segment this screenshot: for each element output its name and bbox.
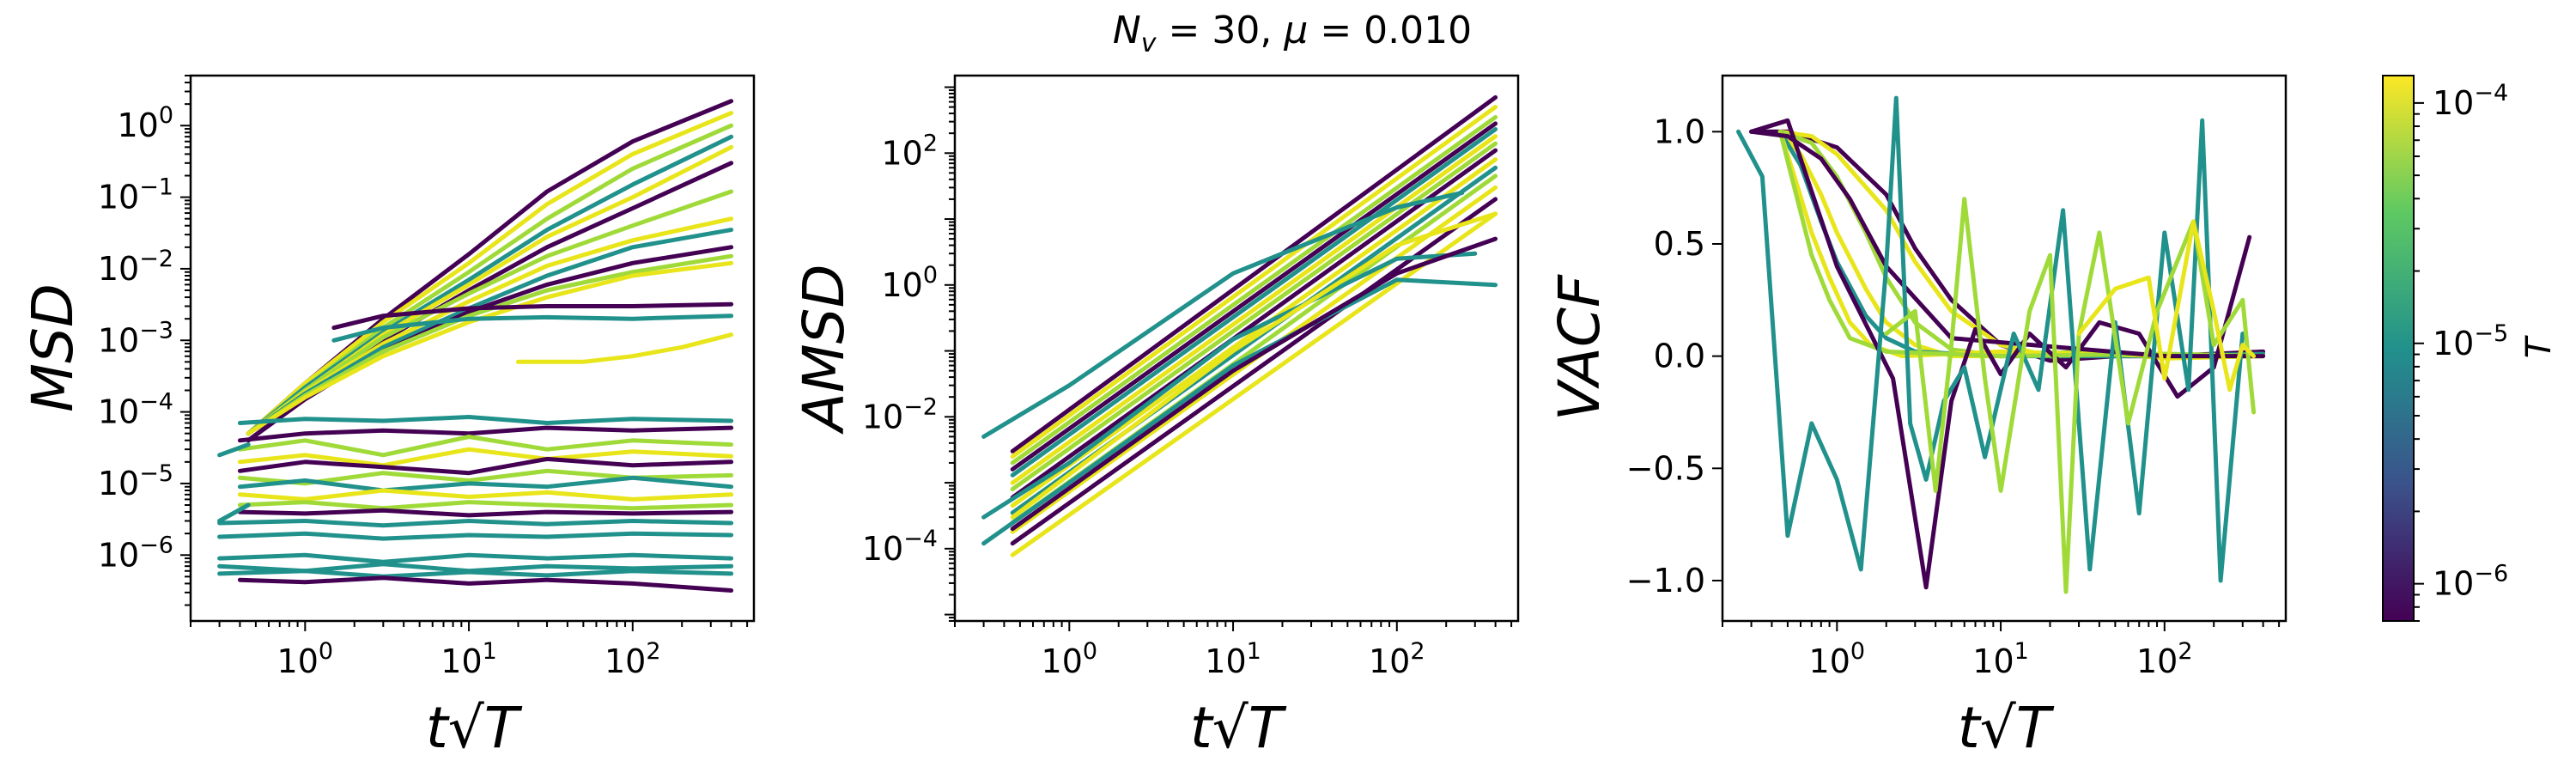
series-line-17 [1010, 236, 1498, 532]
series-line-3 [1010, 121, 1498, 472]
series-line-25 [217, 519, 734, 528]
y-axis-label: AMSD [791, 265, 857, 435]
axes-frame [953, 74, 1520, 623]
series-line-31 [217, 442, 251, 458]
colorbar-tick-label: 10−5 [2433, 320, 2508, 362]
y-tick-label: 10−5 [98, 460, 173, 502]
series-line-26 [217, 531, 734, 541]
series-line-14 [981, 191, 1465, 439]
series-line-16 [237, 415, 734, 425]
series-line-17 [237, 435, 734, 458]
series-group [217, 99, 734, 593]
colorbar-bar [2382, 75, 2415, 622]
y-tick-label: 10−3 [98, 317, 173, 359]
x-tick-label: 102 [2136, 638, 2193, 680]
colorbar-tick-label: 10−4 [2433, 80, 2508, 122]
series-group [981, 94, 1498, 557]
vacf-panel: 100 101 102 −1.0 −0.5 0.0 0.5 1.0 t√T VACF [1546, 74, 2287, 761]
series-line-2 [1010, 115, 1498, 466]
y-tick-label: 10−1 [98, 174, 173, 216]
series-line-13 [331, 301, 734, 331]
x-tick-label: 100 [277, 638, 334, 680]
series-line-13 [1010, 211, 1498, 557]
series-line-9 [1736, 95, 2245, 583]
series-line-6 [246, 189, 734, 436]
x-tick-label: 101 [1205, 638, 1261, 680]
series-line-9 [246, 245, 734, 443]
x-axis-label: t√T [1190, 695, 1287, 761]
title-rest: = 30, [1157, 9, 1285, 52]
series-line-11 [2076, 219, 2257, 393]
series-line-16 [981, 277, 1498, 546]
y-tick-label: 10−6 [98, 532, 173, 574]
y-tick-label: −0.5 [1626, 449, 1705, 487]
series-line-18 [1010, 211, 1498, 520]
title-n: N [1113, 9, 1141, 52]
x-tick-label: 101 [1972, 638, 2029, 680]
y-tick-label: 10−4 [98, 389, 173, 431]
x-tick-label: 102 [605, 638, 661, 680]
series-line-15 [981, 251, 1478, 520]
x-tick-label: 100 [1809, 638, 1866, 680]
y-tick-label: 10−2 [98, 246, 173, 288]
series-line-10 [1884, 197, 2257, 594]
colorbar: T 10−6 10−5 10−4 [2382, 75, 2559, 622]
y-tick-label: 0.5 [1654, 225, 1705, 263]
x-axis-label: t√T [1958, 695, 2055, 761]
series-line-7 [246, 216, 734, 436]
series-line-11 [246, 260, 734, 436]
series-line-3 [246, 134, 734, 436]
y-tick-label: 10−2 [862, 393, 938, 435]
y-axis-label: VACF [1546, 274, 1613, 421]
series-line-22 [237, 488, 734, 502]
colorbar-label: T [2519, 334, 2559, 358]
series-line-23 [237, 500, 734, 511]
series-line-1 [246, 111, 734, 436]
y-tick-label: 102 [881, 130, 938, 172]
figure-title: Nv = 30, μ = 0.010 [1113, 9, 1472, 58]
series-line-27 [217, 552, 734, 564]
series-line-21 [237, 475, 734, 493]
series-line-6 [1010, 141, 1498, 491]
series-line-30 [237, 575, 734, 593]
y-tick-label: −1.0 [1626, 562, 1705, 600]
y-axis-label: MSD [20, 283, 86, 412]
series-line-32 [217, 502, 251, 523]
colorbar-tick-label: 10−6 [2433, 561, 2508, 603]
x-tick-label: 102 [1369, 638, 1425, 680]
y-tick-label: 1.0 [1654, 113, 1705, 150]
msd-panel: 100 101 102 10−6 10−5 10−4 10−3 10−2 10−1 100 t√T M… [20, 74, 756, 761]
series-line-1 [1010, 105, 1498, 459]
axes-frame [189, 74, 756, 623]
x-tick-label: 100 [1042, 638, 1098, 680]
x-axis-label: t√T [426, 695, 523, 761]
series-line-4 [1010, 127, 1498, 478]
series-line-18 [237, 447, 734, 468]
series-line-24 [237, 508, 734, 518]
series-group [1736, 95, 2266, 594]
series-line-5 [1010, 134, 1498, 485]
series-line-19 [237, 456, 734, 476]
y-tick-label: 100 [117, 102, 173, 144]
series-line-7 [1010, 148, 1498, 500]
series-line-12 [331, 313, 734, 343]
series-line-12 [1010, 197, 1498, 546]
title-n-sub: v [1141, 28, 1157, 58]
y-tick-label: 0.0 [1654, 338, 1705, 375]
title-mu: μ [1283, 9, 1308, 52]
series-line-8 [1010, 157, 1498, 508]
axes-frame [1721, 74, 2287, 623]
series-line-15 [237, 425, 734, 443]
x-tick-label: 101 [440, 638, 497, 680]
y-tick-label: 10−4 [862, 526, 938, 568]
amsd-panel: 100 101 102 10−4 10−2 100 102 t√T AMSD [791, 74, 1520, 761]
title-rest2: = 0.010 [1308, 9, 1472, 52]
y-tick-label: 100 [881, 262, 938, 304]
series-line-14 [516, 332, 734, 364]
series-line-29 [217, 569, 734, 579]
series-line-0 [1010, 94, 1498, 453]
